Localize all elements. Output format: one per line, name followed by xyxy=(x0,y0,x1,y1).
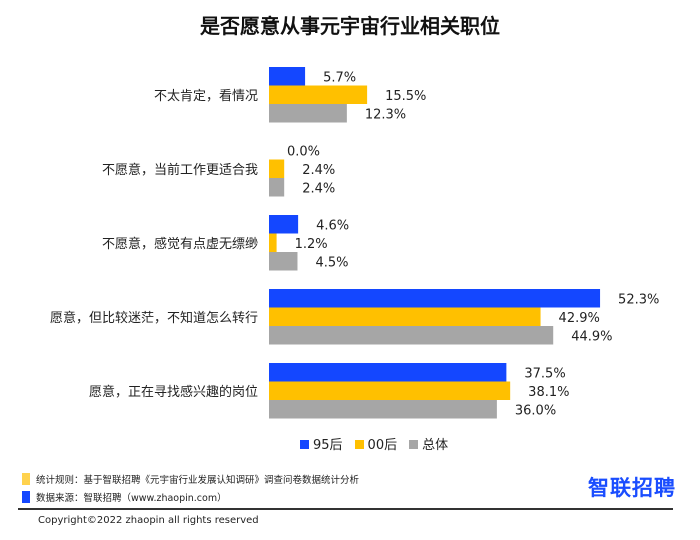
category-label: 不太肯定，看情况 xyxy=(154,88,258,104)
chart-title: 是否愿意从事元宇宙行业相关职位 xyxy=(200,14,500,38)
data-label: 1.2% xyxy=(295,237,328,252)
legend-item: 95后 xyxy=(300,434,343,453)
bar xyxy=(269,326,554,345)
category-label: 愿意，正在寻找感兴趣的岗位 xyxy=(89,384,258,400)
bar xyxy=(269,307,541,326)
bar xyxy=(269,178,285,197)
data-label: 38.1% xyxy=(528,385,569,400)
bar xyxy=(269,215,299,234)
data-label: 2.4% xyxy=(302,163,335,178)
zhaopin-logo: 智联招聘 xyxy=(588,476,676,500)
bar xyxy=(269,159,285,178)
copyright: Copyright©2022 zhaopin all rights reserv… xyxy=(38,515,259,526)
bar xyxy=(269,400,497,419)
bar xyxy=(269,289,601,308)
legend: 95后 00后 总体 xyxy=(300,434,448,453)
bar xyxy=(269,233,277,252)
bar xyxy=(269,85,368,104)
legend-item: 00后 xyxy=(354,434,397,453)
data-label: 12.3% xyxy=(365,107,406,122)
data-label: 52.3% xyxy=(618,292,659,307)
data-source-note: 数据来源：智联招聘（www.zhaopin.com） xyxy=(22,490,227,504)
data-label: 36.0% xyxy=(515,403,556,418)
bar xyxy=(269,381,511,400)
data-label: 4.5% xyxy=(315,255,348,270)
category-label: 愿意，但比较迷茫，不知道怎么转行 xyxy=(50,310,258,326)
data-label: 37.5% xyxy=(524,366,565,381)
data-label: 5.7% xyxy=(323,70,356,85)
data-label: 0.0% xyxy=(287,144,320,159)
bar xyxy=(269,67,306,86)
bar xyxy=(269,363,507,382)
category-label: 不愿意，感觉有点虚无缥缈 xyxy=(102,236,258,252)
category-label: 不愿意，当前工作更适合我 xyxy=(102,162,258,178)
bar xyxy=(269,252,298,271)
data-label: 4.6% xyxy=(316,218,349,233)
legend-item: 总体 xyxy=(409,434,448,453)
data-label: 42.9% xyxy=(559,311,600,326)
bar-chart: 不太肯定，看情况 5.7% 15.5% 12.3% 不愿意，当前工作更适合我 0.0% 2.… xyxy=(50,67,659,419)
data-label: 15.5% xyxy=(385,89,426,104)
data-label: 44.9% xyxy=(571,329,612,344)
stat-rule-note: 统计规则：基于智联招聘《元宇宙行业发展认知调研》调查问卷数据统计分析 xyxy=(22,472,359,486)
bar xyxy=(269,104,347,123)
divider xyxy=(18,508,673,510)
data-label: 2.4% xyxy=(302,181,335,196)
